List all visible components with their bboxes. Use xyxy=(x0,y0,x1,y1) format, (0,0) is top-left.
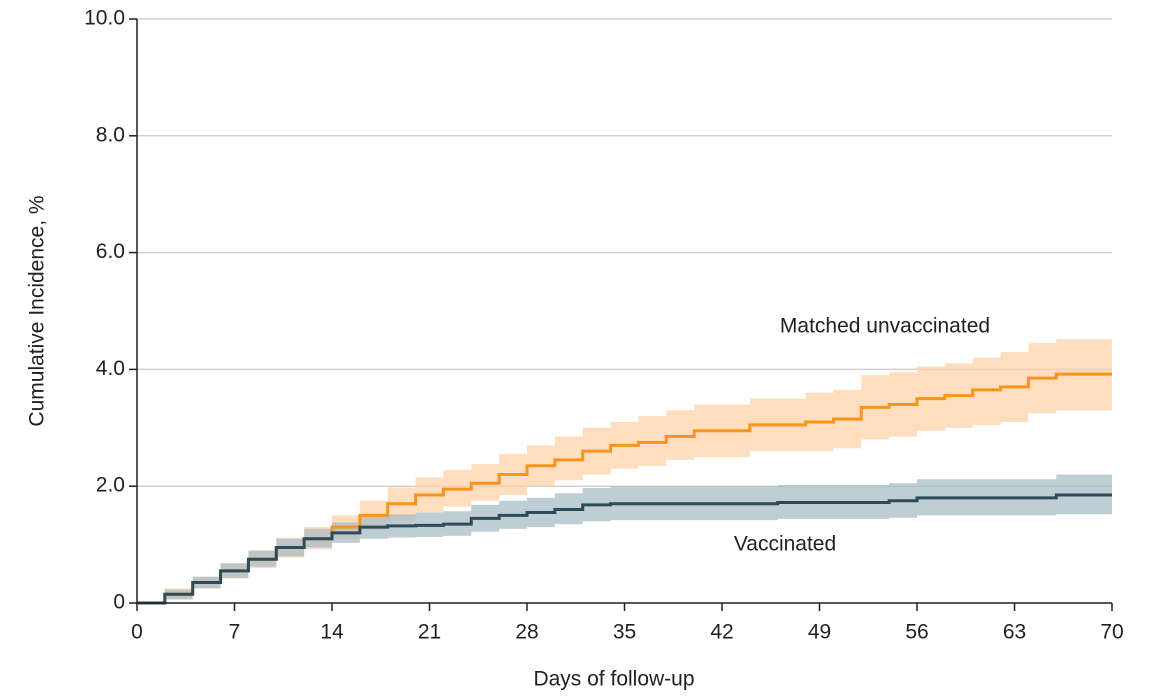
y-tick-label: 8.0 xyxy=(96,123,125,146)
step-line xyxy=(137,493,1112,605)
x-tick-label: 28 xyxy=(515,621,538,644)
x-tick-label: 70 xyxy=(1100,621,1123,644)
x-tick-label: 49 xyxy=(808,621,831,644)
series-label: Vaccinated xyxy=(734,533,836,556)
x-tick-label: 0 xyxy=(131,621,143,644)
x-tick-label: 56 xyxy=(905,621,928,644)
x-tick-label: 7 xyxy=(229,621,241,644)
confidence-band xyxy=(137,339,1112,603)
y-axis-label: Cumulative Incidence, % xyxy=(26,195,49,426)
y-tick-label: 2.0 xyxy=(96,474,125,497)
x-tick-label: 42 xyxy=(710,621,733,644)
x-axis-label: Days of follow-up xyxy=(533,668,694,691)
x-tick-label: 21 xyxy=(418,621,441,644)
y-tick-label: 4.0 xyxy=(96,357,125,380)
y-tick-label: 0 xyxy=(113,591,125,614)
x-tick-label: 14 xyxy=(320,621,344,644)
series-label: Matched unvaccinated xyxy=(780,315,990,338)
x-tick-label: 63 xyxy=(1003,621,1026,644)
x-tick-label: 35 xyxy=(613,621,636,644)
y-tick-label: 6.0 xyxy=(96,240,125,263)
y-tick-label: 10.0 xyxy=(84,7,125,30)
confidence-band xyxy=(137,474,1112,603)
